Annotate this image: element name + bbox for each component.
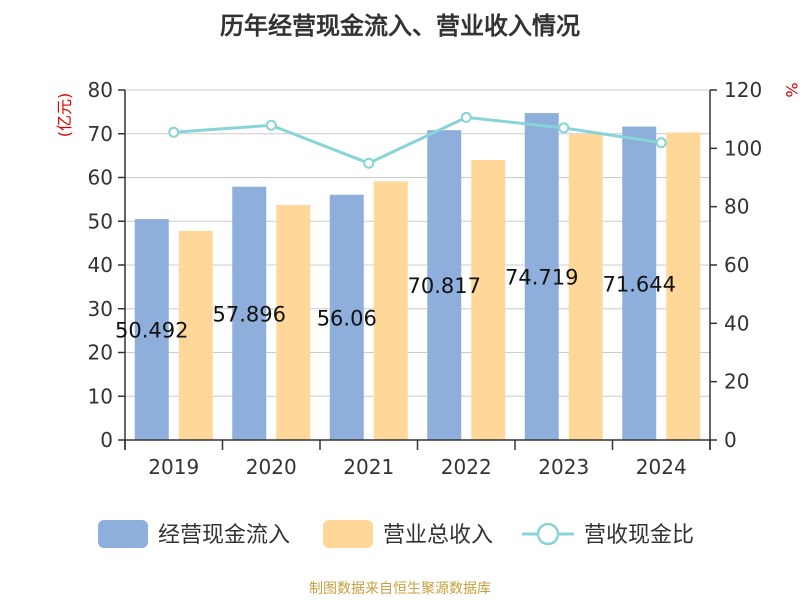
legend-label: 营收现金比 [584,523,694,548]
left-tick-label: 10 [88,384,113,408]
bar-data-label: 57.896 [213,302,286,326]
bar-operating-cash-inflow [134,219,169,440]
left-tick-label: 20 [88,341,113,365]
line-cash-revenue-ratio [173,115,662,165]
right-tick-label: 100 [724,136,762,160]
right-axis-unit: % [782,82,800,97]
bar-operating-cash-inflow [622,126,657,441]
x-tick-label: 2020 [246,455,297,479]
line-point [655,137,667,149]
left-tick-label: 0 [100,428,113,452]
bar-operating-cash-inflow [329,194,364,440]
left-tick-label: 60 [88,166,113,190]
legend-swatch [323,520,373,548]
right-tick-label: 40 [724,311,749,335]
right-tick-label: 120 [724,78,762,102]
line-point [265,119,277,131]
left-tick-label: 70 [88,122,113,146]
bar-data-label: 56.06 [317,306,377,330]
left-tick-label: 80 [88,78,113,102]
x-tick-label: 2023 [538,455,589,479]
right-tick-label: 0 [724,428,737,452]
line-point [363,157,375,169]
left-tick-label: 30 [88,297,113,321]
bar-total-revenue [178,230,213,440]
line-point [558,122,570,134]
bar-total-revenue [276,205,311,440]
x-tick-label: 2022 [441,455,492,479]
line-point [168,126,180,138]
legend-swatch [98,520,148,548]
right-tick-label: 80 [724,195,749,219]
axes: 0 10 20 30 40 50 60 70 80 0 20 40 60 80 100 120 2019 2020… [55,78,800,479]
bar-data-label: 50.492 [115,319,188,343]
left-tick-label: 40 [88,253,113,277]
bar-operating-cash-inflow [524,113,559,441]
legend: 经营现金流入 营业总收入 营收现金比 [98,520,694,548]
legend-item-operating-cash-inflow: 经营现金流入 [98,520,290,548]
legend-label: 经营现金流入 [158,523,290,548]
bar-total-revenue [471,160,506,440]
legend-marker [536,522,560,546]
right-tick-label: 60 [724,253,749,277]
left-axis-unit: (亿元) [55,93,74,138]
x-tick-label: 2021 [343,455,394,479]
bar-operating-cash-inflow [232,186,267,440]
bar-data-label: 71.644 [603,272,676,296]
bar-total-revenue [373,181,408,440]
bar-operating-cash-inflow [427,130,462,440]
bar-total-revenue [666,132,701,440]
line-point [460,111,472,123]
bar-data-label: 74.719 [505,266,578,290]
legend-label: 营业总收入 [383,523,493,548]
chart-title: 历年经营现金流入、营业收入情况 [220,12,580,40]
bar-series [134,113,701,441]
left-tick-label: 50 [88,209,113,233]
legend-item-total-revenue: 营业总收入 [323,520,493,548]
bar-data-label: 70.817 [408,274,481,298]
line-series [168,111,667,169]
source-note: 制图数据来自恒生聚源数据库 [309,581,491,597]
right-tick-label: 20 [724,370,749,394]
x-tick-label: 2024 [636,455,687,479]
x-tick-label: 2019 [148,455,199,479]
bar-total-revenue [568,134,603,440]
data-labels: 50.492 57.896 56.06 70.817 74.719 71.644 [115,266,676,343]
legend-item-cash-revenue-ratio: 营收现金比 [522,522,694,548]
